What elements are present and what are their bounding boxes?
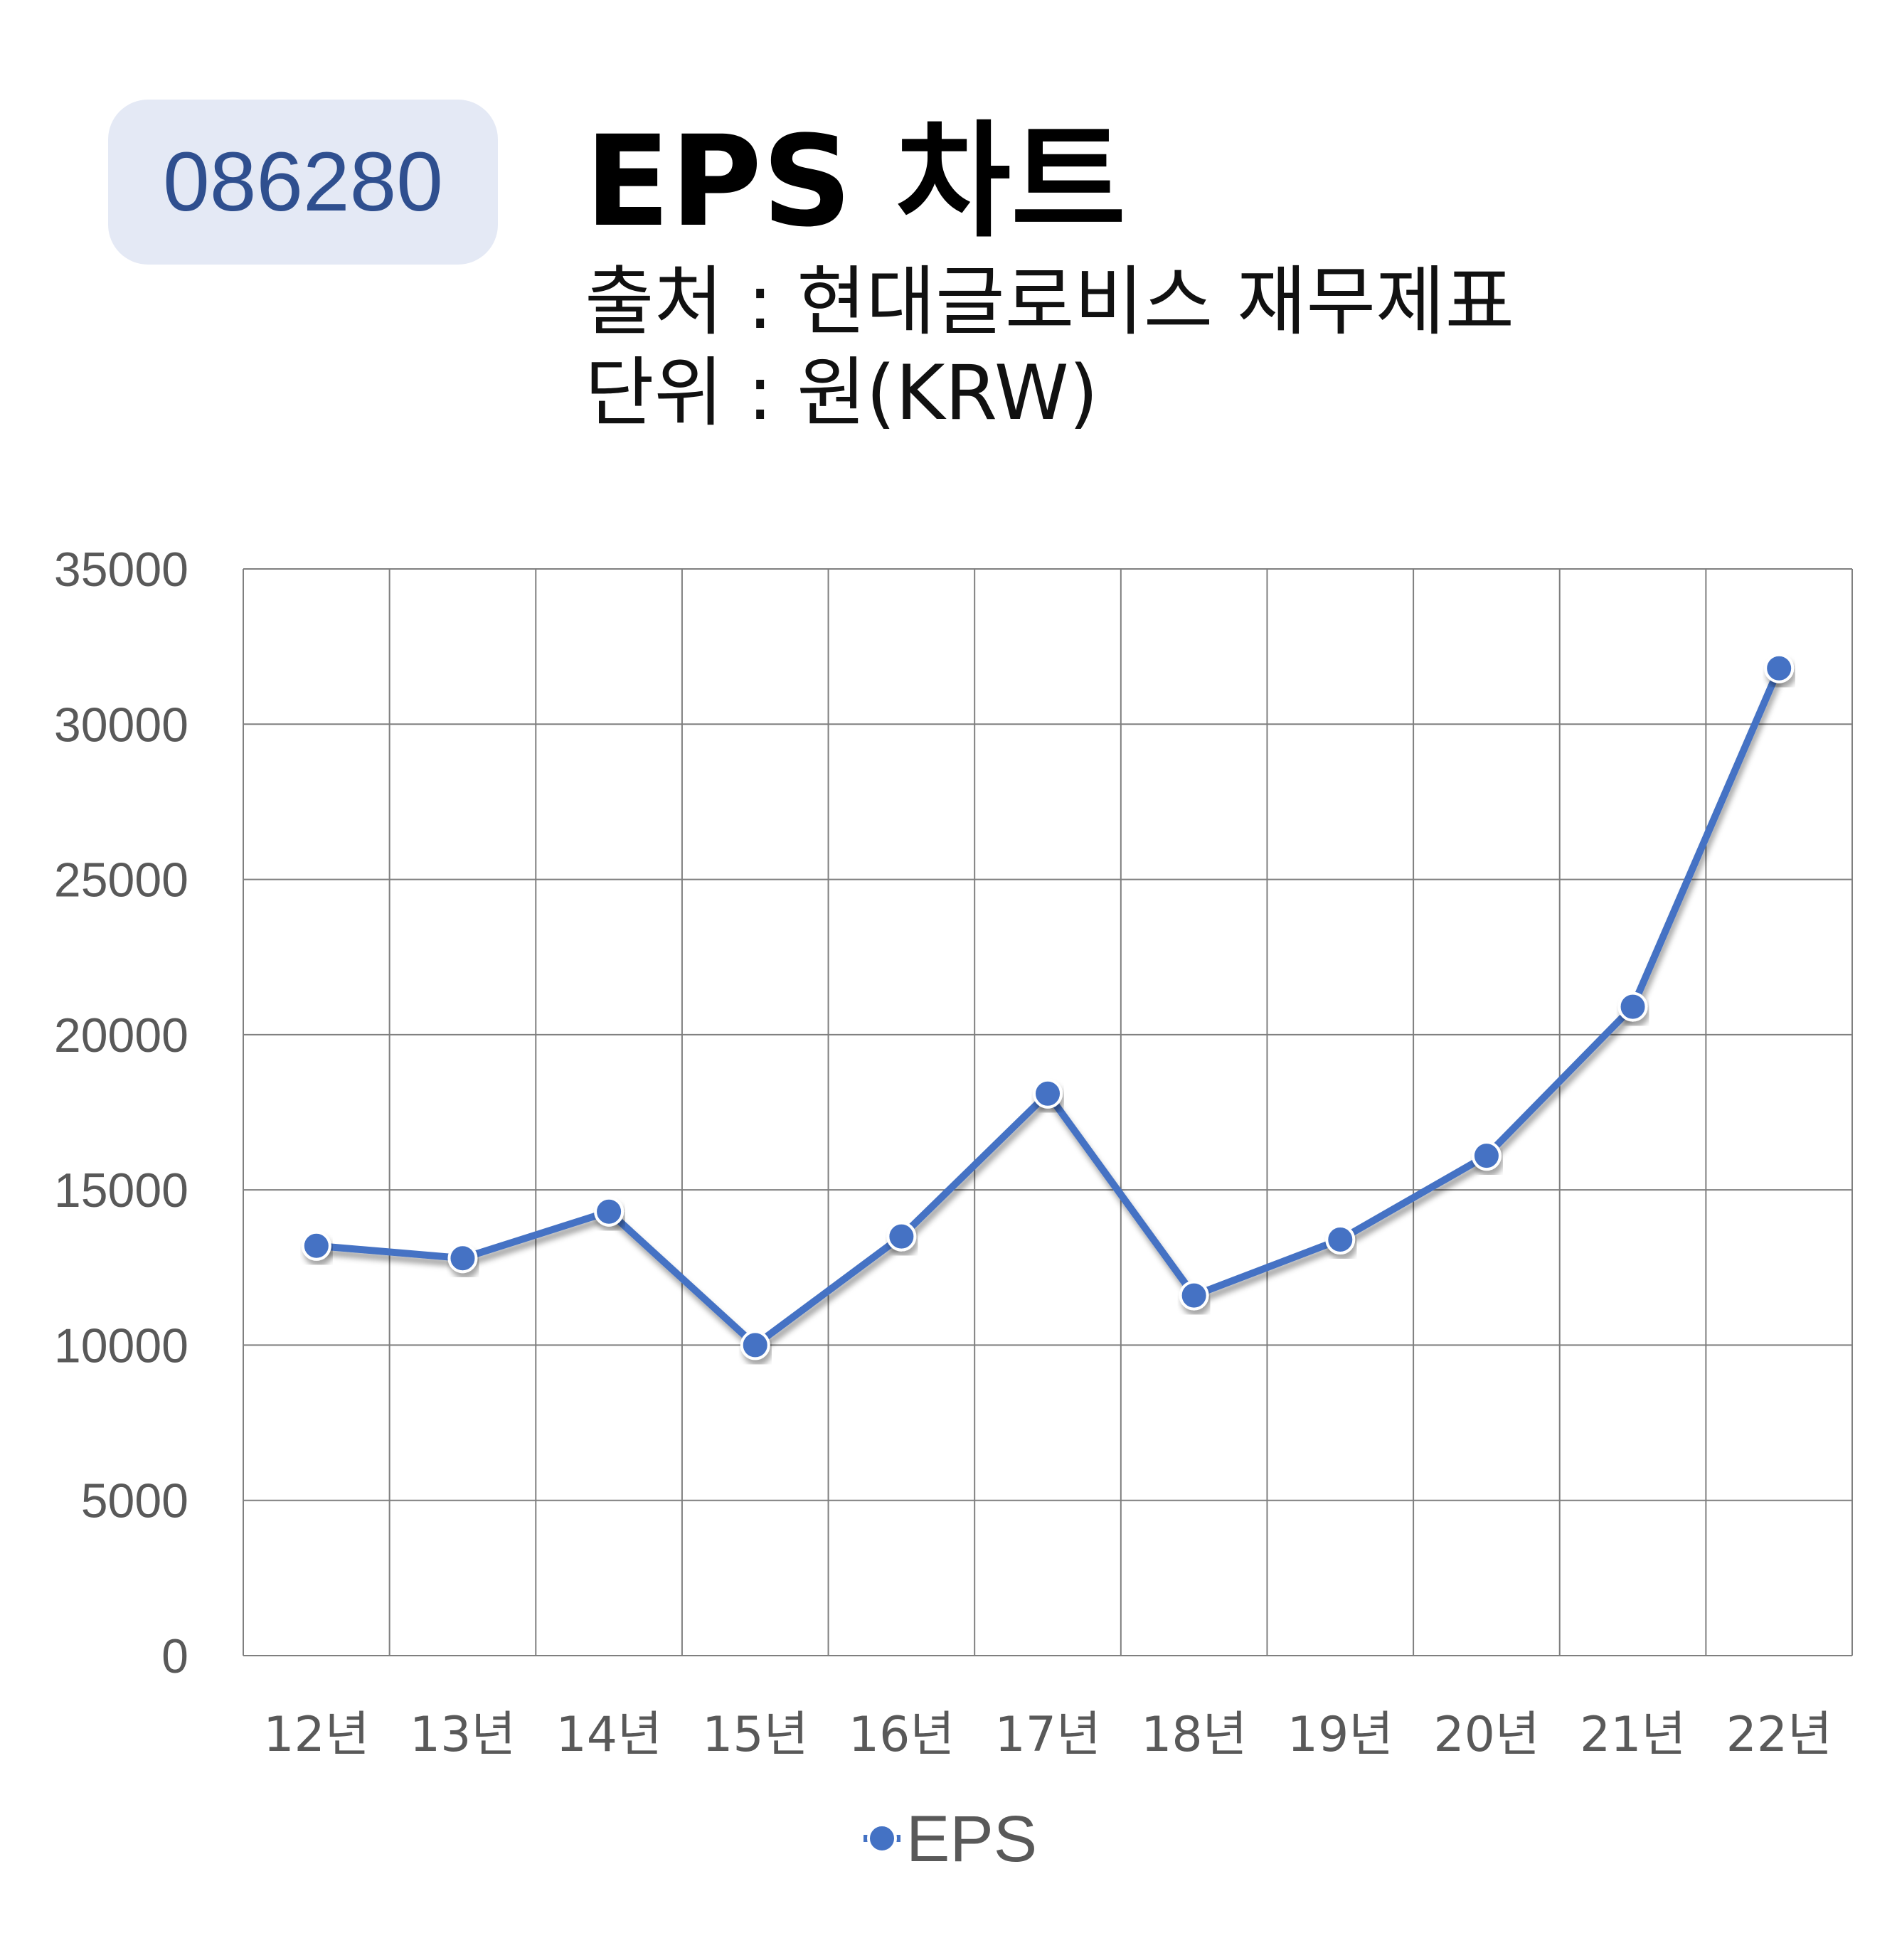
x-tick-label: 13년 xyxy=(410,1707,516,1763)
stock-code: 086280 xyxy=(163,135,443,229)
y-tick-label: 35000 xyxy=(54,543,188,597)
grid-lines xyxy=(243,568,1853,1656)
data-point xyxy=(447,1243,478,1274)
x-axis-ticks: 12년 13년 14년 15년 16년 17년 18년 19년 20년 21년 22년 xyxy=(263,1707,1832,1763)
legend-point-marker xyxy=(867,1823,897,1853)
x-tick-label: 14년 xyxy=(556,1707,662,1763)
x-tick-label: 16년 xyxy=(849,1707,955,1763)
series-eps xyxy=(301,653,1795,1360)
x-tick-label: 17년 xyxy=(994,1707,1100,1763)
data-point xyxy=(1325,1224,1356,1255)
x-tick-label: 20년 xyxy=(1433,1707,1539,1763)
x-tick-label: 21년 xyxy=(1580,1707,1686,1763)
y-tick-label: 10000 xyxy=(54,1319,188,1373)
x-tick-label: 18년 xyxy=(1141,1707,1247,1763)
data-point xyxy=(1179,1280,1209,1311)
y-tick-label: 25000 xyxy=(54,853,188,907)
y-axis-ticks: 0 5000 10000 15000 20000 25000 30000 35000 xyxy=(54,543,188,1683)
data-point xyxy=(1033,1078,1063,1109)
y-tick-label: 0 xyxy=(161,1629,188,1683)
y-tick-label: 20000 xyxy=(54,1008,188,1062)
data-point xyxy=(594,1196,625,1227)
source-text: 출처 : 현대글로비스 재무제표 xyxy=(585,258,1515,346)
x-tick-label: 19년 xyxy=(1287,1707,1393,1763)
data-point xyxy=(1471,1141,1502,1171)
data-point xyxy=(301,1230,331,1261)
x-tick-label: 22년 xyxy=(1726,1707,1832,1763)
chart-title: EPS 차트 xyxy=(585,109,1127,255)
legend: EPS xyxy=(864,1803,1037,1875)
data-point xyxy=(1764,653,1795,683)
data-point xyxy=(886,1221,917,1252)
y-tick-label: 5000 xyxy=(81,1474,188,1528)
y-tick-label: 15000 xyxy=(54,1163,188,1218)
unit-text: 단위 : 원(KRW) xyxy=(585,349,1099,437)
legend-label: EPS xyxy=(906,1803,1037,1875)
y-tick-label: 30000 xyxy=(54,698,188,752)
x-tick-label: 12년 xyxy=(263,1707,369,1763)
x-tick-label: 15년 xyxy=(702,1707,808,1763)
data-point xyxy=(740,1330,770,1360)
data-point xyxy=(1617,991,1648,1022)
stock-code-badge: 086280 xyxy=(108,100,498,265)
